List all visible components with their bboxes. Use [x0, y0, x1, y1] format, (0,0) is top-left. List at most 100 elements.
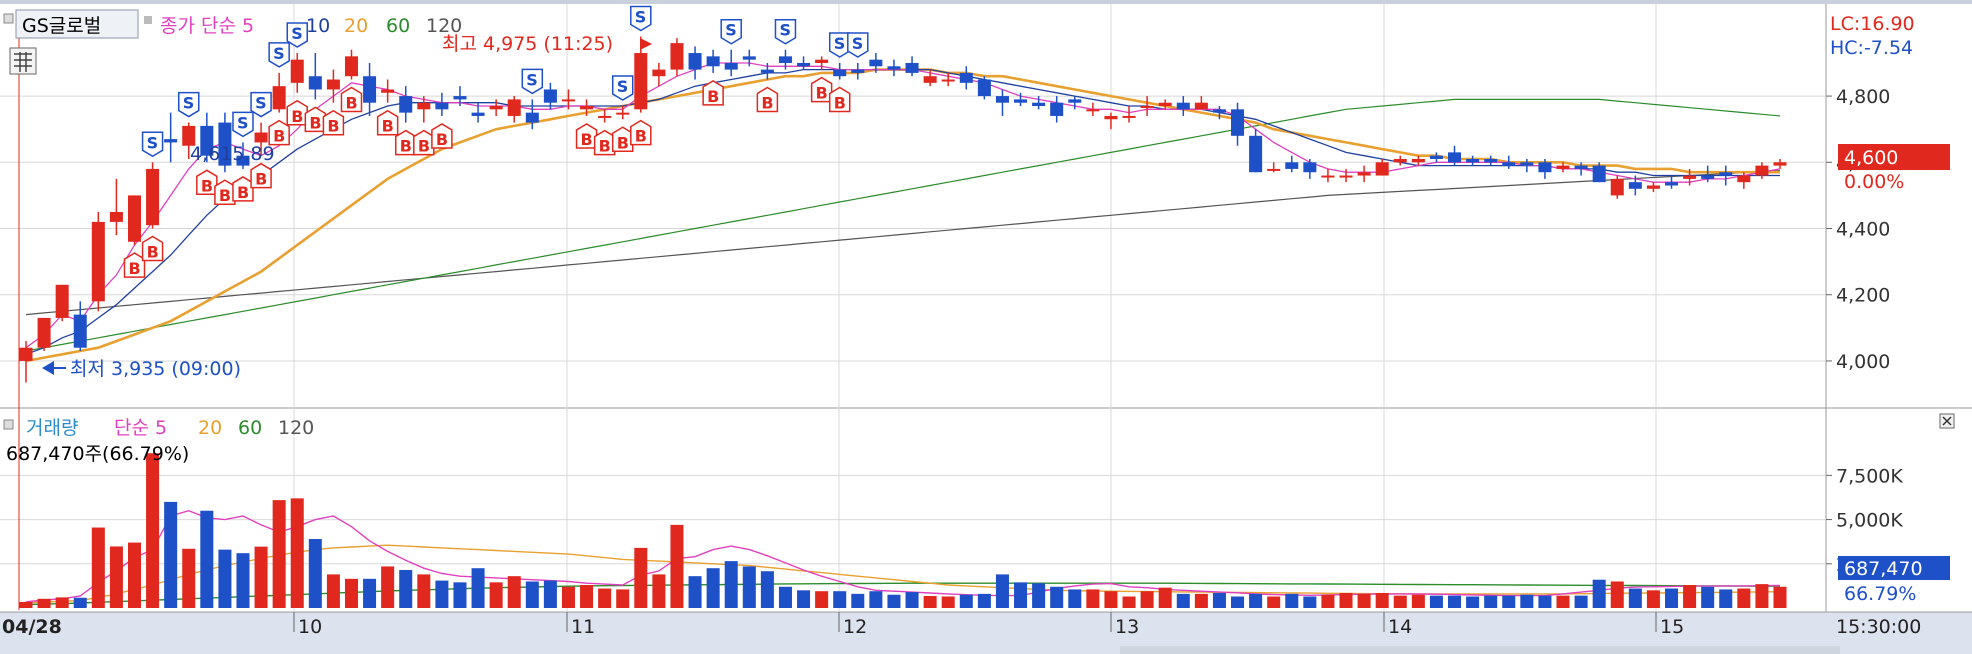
volume-pane-menu-icon[interactable]: [3, 419, 14, 430]
svg-text:B: B: [617, 133, 629, 152]
candle-body: [1249, 135, 1263, 173]
candle-body: [706, 56, 720, 67]
candle-body: [308, 76, 322, 90]
candle-body: [1737, 175, 1751, 183]
candle-body: [1429, 155, 1443, 159]
candle-body: [218, 122, 232, 166]
svg-text:B: B: [147, 243, 159, 262]
volume-bar: [254, 546, 268, 608]
candle-body: [959, 72, 973, 83]
volume-bar: [706, 568, 720, 608]
candle-body: [525, 112, 539, 123]
volume-bar: [200, 510, 214, 608]
candle-body: [236, 155, 250, 166]
svg-text:B: B: [599, 137, 611, 156]
buy-signal-icon: B: [810, 76, 833, 103]
calendar-icon[interactable]: [9, 47, 37, 75]
buy-signal-icon: B: [340, 86, 363, 113]
svg-text:B: B: [291, 107, 303, 126]
candle-body: [1050, 102, 1064, 116]
candle-body: [905, 62, 919, 73]
candle-body: [1104, 115, 1118, 120]
volume-legend-ma5[interactable]: 단순 5: [114, 417, 167, 439]
candle-body: [742, 56, 756, 60]
price-legend-ma120[interactable]: 120: [426, 15, 462, 37]
volume-bar: [1773, 586, 1787, 608]
volume-bar: [109, 546, 123, 608]
candle-body: [1357, 172, 1371, 176]
volume-bar: [652, 574, 666, 608]
svg-text:S: S: [273, 44, 285, 63]
volume-bar: [1032, 583, 1046, 608]
volume-bar: [1755, 584, 1769, 608]
volume-bar: [1231, 596, 1245, 608]
buy-signal-icon: B: [702, 80, 724, 106]
volume-bar: [1683, 585, 1697, 608]
candle-body: [399, 96, 413, 113]
candle-body: [797, 62, 811, 67]
candle-body: [1646, 185, 1660, 189]
x-tick-label: 12: [843, 616, 867, 638]
series-vma5: [25, 509, 1781, 603]
volume-bar: [19, 601, 33, 608]
sell-signal-icon: S: [141, 131, 164, 158]
price-legend-ma10[interactable]: 10: [306, 15, 330, 37]
buy-signal-icon: B: [593, 129, 616, 156]
svg-text:S: S: [526, 70, 538, 89]
price-legend-ma20[interactable]: 20: [344, 15, 368, 37]
symbol-box[interactable]: [15, 9, 139, 39]
volume-legend-ma60[interactable]: 60: [238, 417, 262, 439]
svg-text:S: S: [183, 94, 195, 113]
buy-signal-icon: B: [250, 162, 272, 189]
volume-legend-title[interactable]: 거래량: [26, 417, 78, 439]
svg-text:B: B: [219, 186, 231, 205]
volume-bar: [471, 568, 485, 608]
candle-body: [344, 56, 358, 77]
current-price-box: [1838, 144, 1950, 170]
volume-bar: [670, 524, 684, 608]
volume-legend-ma120[interactable]: 120: [278, 417, 314, 439]
volume-bar: [127, 542, 142, 608]
volume-bar: [236, 553, 250, 608]
calendar-icon-grid: [14, 52, 32, 72]
candle-body: [887, 66, 901, 70]
candle-body: [1773, 162, 1787, 166]
candle-body: [977, 79, 991, 97]
volume-bar: [959, 594, 973, 608]
volume-bar: [1646, 590, 1660, 608]
volume-bar: [688, 576, 702, 608]
volume-bar: [1339, 592, 1353, 608]
volume-bar: [91, 527, 105, 608]
volume-bar: [869, 591, 883, 608]
pane-menu-icon[interactable]: [3, 13, 14, 24]
price-legend-ma5[interactable]: 종가 단순 5: [160, 15, 254, 37]
price-legend-ma60[interactable]: 60: [386, 15, 410, 37]
volume-bar: [37, 598, 51, 608]
candle-body: [453, 96, 467, 100]
sell-signal-icon: S: [774, 18, 797, 45]
volume-bar: [1140, 591, 1154, 608]
svg-text:S: S: [617, 77, 629, 96]
volume-bar: [1628, 588, 1642, 608]
price-tick-label: 4,200: [1836, 285, 1890, 307]
candle-body: [1176, 102, 1190, 110]
volume-legend-ma20[interactable]: 20: [198, 417, 222, 439]
sell-signal-icon: S: [630, 5, 652, 32]
candle-body: [1520, 162, 1534, 166]
x-tick-label: 14: [1388, 616, 1412, 638]
scrollbar[interactable]: [1120, 646, 1840, 654]
high-annotation: 최고 4,975 (11:25): [442, 33, 613, 55]
candle-body: [995, 96, 1009, 103]
volume-bar: [1267, 596, 1281, 608]
candle-body: [670, 43, 684, 70]
buy-signal-icon: B: [268, 119, 290, 146]
volume-bar: [760, 571, 774, 608]
candle-body: [182, 125, 196, 146]
volume-bar: [1357, 593, 1371, 608]
volume-bar: [1574, 595, 1588, 608]
volume-bar: [1375, 592, 1389, 608]
volume-bar: [543, 580, 557, 608]
volume-bar: [1502, 595, 1516, 608]
